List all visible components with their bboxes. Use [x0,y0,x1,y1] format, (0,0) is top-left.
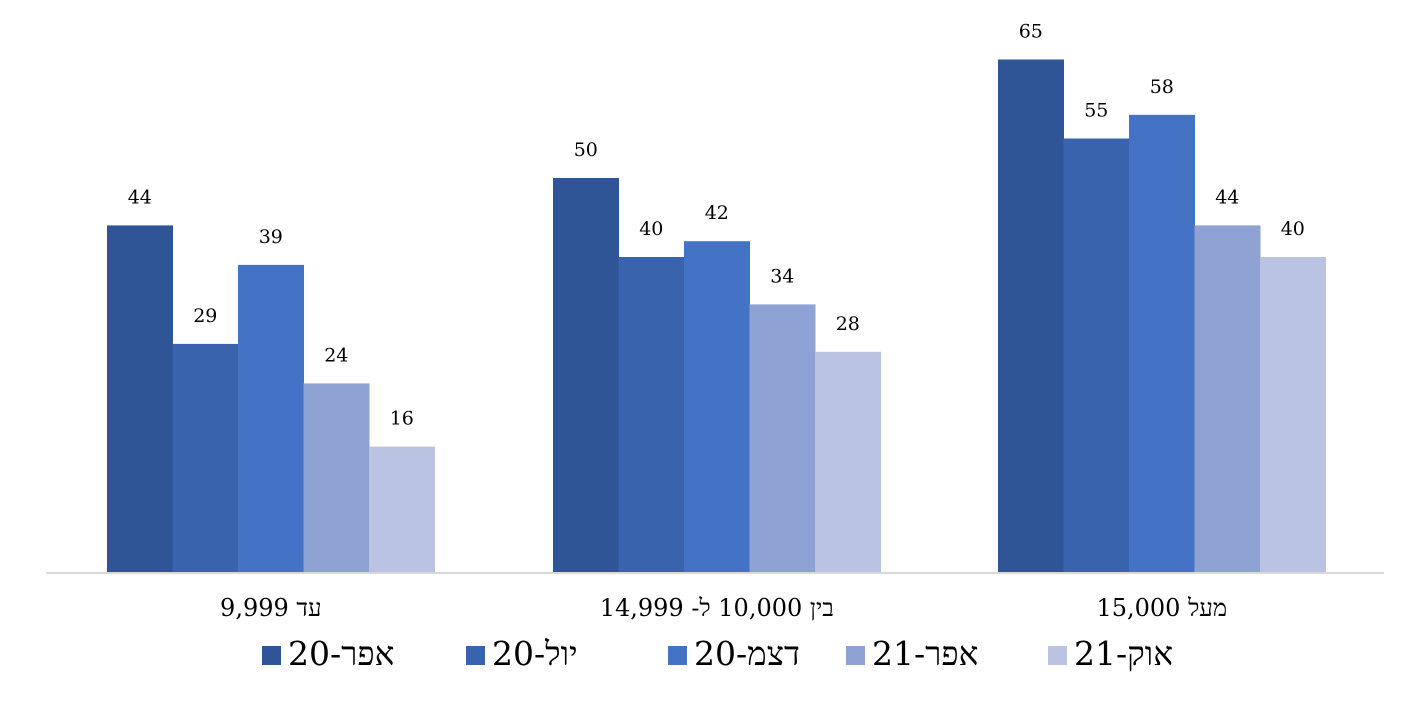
data-label-3-2: 55 [1084,100,1108,122]
bar-1-3 [238,264,304,573]
bar-1-2 [172,343,239,573]
bar-1-5 [369,446,435,573]
data-label-2-2: 40 [639,218,663,240]
legend-label-2: יול-20 [492,634,578,673]
category-labels-layer: עד 9,999 בין 10,000 ל- 14,999 מעל 15,000 [220,594,1227,622]
data-label-1-4: 24 [324,344,348,366]
legend-label-1: אפר-20 [288,634,394,673]
bars-layer [107,59,1326,574]
bar-2-3 [684,241,750,573]
bar-2-4 [749,304,816,573]
bar-3-2 [1063,138,1130,573]
data-label-2-1: 50 [574,139,598,161]
data-label-2-4: 34 [770,265,794,287]
bar-2-5 [815,351,881,573]
data-label-2-5: 28 [836,313,860,335]
legend-swatch-1 [262,646,281,665]
bar-2-2 [618,257,685,573]
legend-label-5: אוק-21 [1074,634,1173,673]
data-label-3-5: 40 [1281,218,1305,240]
legend-swatch-5 [1048,646,1067,665]
legend-swatch-2 [466,646,485,665]
data-label-1-2: 29 [193,305,217,327]
data-label-1-3: 39 [259,226,283,248]
data-label-1-5: 16 [390,408,414,430]
legend-swatch-3 [668,646,687,665]
category-label-3: מעל 15,000 [1096,594,1227,622]
data-label-2-3: 42 [705,202,729,224]
data-label-3-3: 58 [1150,76,1174,98]
category-label-1: עד 9,999 [220,594,321,622]
data-label-1-1: 44 [128,186,152,208]
bar-2-1 [553,178,619,573]
legend: אפר-20 יול-20 דצמ-20 אפר-21 אוק-21 [262,634,1173,673]
bar-3-3 [1129,114,1195,574]
bar-1-4 [303,383,370,573]
category-label-2: בין 10,000 ל- 14,999 [600,594,834,622]
bar-3-1 [998,59,1064,573]
data-label-3-1: 65 [1019,21,1043,43]
legend-swatch-4 [846,646,865,665]
bar-3-4 [1194,225,1261,573]
data-labels-layer: 44 29 39 24 16 50 40 42 34 28 65 55 58 44 40 [128,21,1305,430]
data-label-3-4: 44 [1215,186,1239,208]
legend-label-3: דצמ-20 [694,634,800,673]
bar-1-1 [107,225,173,573]
legend-label-4: אפר-21 [872,634,978,673]
bar-3-5 [1260,257,1326,573]
